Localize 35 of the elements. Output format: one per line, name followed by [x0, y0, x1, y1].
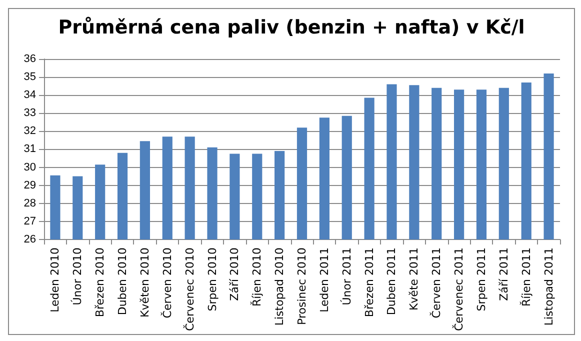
- x-tick-label: Září 2010: [228, 247, 242, 301]
- x-tick-label: Prosinec 2010: [296, 247, 308, 325]
- x-tick-label: Říjen 2011: [518, 247, 533, 306]
- chart-title: Průměrná cena paliv (benzin + nafta) v Kč/l: [58, 16, 525, 38]
- y-tick-label: 34: [24, 89, 36, 102]
- y-tick-label: 33: [24, 107, 36, 120]
- x-tick-label: Leden 2010: [48, 247, 62, 312]
- y-tick-label: 27: [24, 215, 36, 228]
- x-tick-label: Listopad 2010: [273, 247, 286, 326]
- y-tick-label: 29: [24, 179, 36, 192]
- x-tick-label: Listopad 2011: [542, 247, 556, 326]
- x-tick-label: Únor 2011: [339, 247, 354, 306]
- y-tick-label: 31: [24, 143, 36, 156]
- x-tick-label: Srpen 2010: [206, 247, 219, 312]
- x-tick-label: Květe 2011: [408, 247, 421, 311]
- y-tick-label: 28: [24, 197, 36, 210]
- x-tick-label: Únor 2010: [70, 247, 84, 306]
- x-tick-label: Leden 2011: [318, 247, 331, 312]
- x-tick-label: Červen 2011: [429, 247, 444, 318]
- y-tick-label: 26: [24, 233, 36, 246]
- x-tick-label: Červen 2010: [160, 247, 174, 318]
- x-tick-label: Březen 2010: [94, 247, 107, 318]
- y-tick-label: 36: [24, 53, 36, 65]
- x-tick-label: Květen 2010: [138, 247, 152, 318]
- y-tick-label: 32: [24, 125, 36, 138]
- x-tick-label: Duben 2010: [116, 247, 130, 316]
- x-tick-label: Březen 2011: [362, 247, 376, 318]
- x-tick-label: Srpen 2011: [474, 247, 488, 312]
- x-tick-label: Červenec 2011: [452, 247, 466, 332]
- y-tick-label: 35: [24, 71, 36, 84]
- y-tick-label: 30: [24, 161, 36, 174]
- x-tick-label: Duben 2011: [385, 247, 398, 316]
- x-tick-label: Září 2011: [497, 247, 510, 301]
- x-tick-label: Říjen 2010: [250, 247, 264, 306]
- x-tick-label: Červenec 2010: [182, 247, 196, 332]
